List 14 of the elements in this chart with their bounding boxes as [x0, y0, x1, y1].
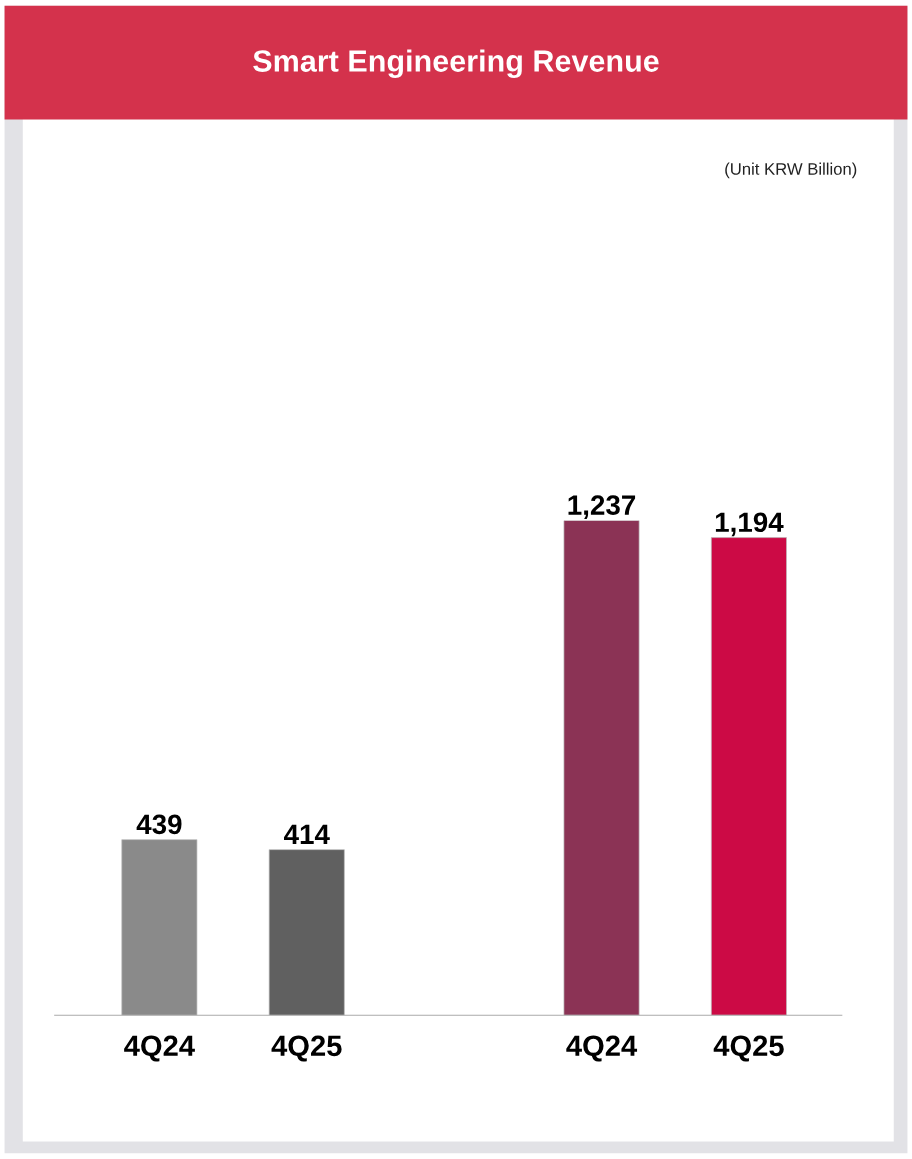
data-label: 1,194: [715, 512, 784, 537]
data-label: 1,237: [568, 495, 636, 519]
bar: [121, 839, 198, 1016]
x-tick-label: 4Q25: [713, 1035, 784, 1062]
bar: [563, 520, 640, 1016]
data-label: 439: [136, 814, 182, 835]
chart-title: Smart Engineering Revenue: [253, 49, 659, 79]
bar: [268, 849, 345, 1016]
data-label: 414: [284, 824, 330, 844]
x-tick-label: 4Q25: [271, 1035, 342, 1062]
bar: [710, 537, 787, 1016]
x-tick-label: 4Q24: [566, 1035, 638, 1062]
x-tick-label: 4Q24: [124, 1035, 195, 1062]
text: (Unit KRW Billion): [725, 162, 857, 179]
